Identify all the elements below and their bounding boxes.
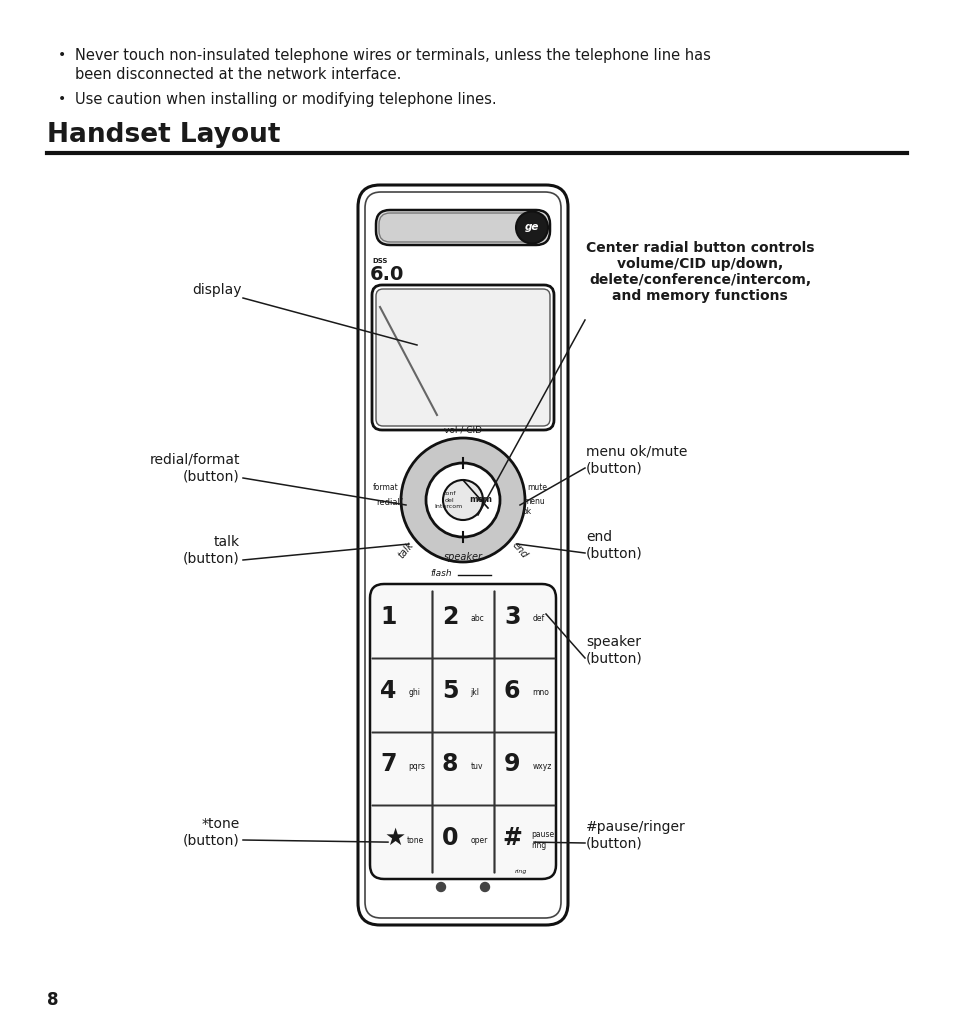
Text: pause
ring: pause ring <box>531 830 554 850</box>
Text: 6: 6 <box>503 679 520 702</box>
Text: redial/: redial/ <box>375 497 402 506</box>
Text: conf
del
Intercom: conf del Intercom <box>435 491 462 508</box>
Text: mem: mem <box>469 495 492 504</box>
Circle shape <box>426 463 499 537</box>
Text: flash: flash <box>430 570 452 578</box>
Text: ★: ★ <box>384 826 405 850</box>
Text: 3: 3 <box>503 605 520 629</box>
Text: 9: 9 <box>503 752 520 776</box>
Text: 8: 8 <box>441 752 458 776</box>
Text: 7: 7 <box>379 752 396 776</box>
Circle shape <box>480 883 489 892</box>
Text: def: def <box>532 614 544 623</box>
FancyBboxPatch shape <box>378 213 546 242</box>
Text: Never touch non-insulated telephone wires or terminals, unless the telephone lin: Never touch non-insulated telephone wire… <box>75 48 710 63</box>
Text: abc: abc <box>470 614 484 623</box>
Text: end: end <box>510 540 529 561</box>
FancyBboxPatch shape <box>370 584 556 879</box>
FancyBboxPatch shape <box>357 184 567 925</box>
FancyBboxPatch shape <box>372 285 554 430</box>
Text: been disconnected at the network interface.: been disconnected at the network interfa… <box>75 67 401 82</box>
Text: speaker: speaker <box>443 552 482 562</box>
Text: •: • <box>58 92 66 106</box>
Text: end
(button): end (button) <box>585 530 642 560</box>
Text: mute: mute <box>526 484 546 492</box>
Text: ring: ring <box>515 868 527 873</box>
Text: pqrs: pqrs <box>408 762 425 771</box>
Text: oper: oper <box>470 835 487 845</box>
Text: redial/format
(button): redial/format (button) <box>150 453 240 483</box>
Text: *tone
(button): *tone (button) <box>183 817 240 847</box>
Text: talk
(button): talk (button) <box>183 535 240 565</box>
Text: wxyz: wxyz <box>532 762 551 771</box>
Text: 5: 5 <box>441 679 458 702</box>
Text: •: • <box>58 48 66 61</box>
Text: tone: tone <box>407 835 424 845</box>
Text: #: # <box>501 826 521 850</box>
Text: ge: ge <box>524 222 538 233</box>
Text: menu ok/mute
(button): menu ok/mute (button) <box>585 445 687 476</box>
FancyBboxPatch shape <box>375 210 550 245</box>
Text: mno: mno <box>532 688 549 697</box>
Text: speaker
(button): speaker (button) <box>585 634 642 665</box>
Text: 4: 4 <box>379 679 395 702</box>
Text: 2: 2 <box>441 605 457 629</box>
Text: display: display <box>193 283 242 297</box>
Circle shape <box>442 480 482 520</box>
Text: Use caution when installing or modifying telephone lines.: Use caution when installing or modifying… <box>75 92 497 107</box>
Text: 6.0: 6.0 <box>370 265 404 284</box>
Text: DSS: DSS <box>372 258 387 264</box>
Text: ok: ok <box>522 507 532 517</box>
Circle shape <box>516 211 547 244</box>
FancyBboxPatch shape <box>375 289 550 426</box>
Text: tuv: tuv <box>470 762 482 771</box>
Text: jkl: jkl <box>470 688 479 697</box>
Text: Center radial button controls
volume/CID up/down,
delete/conference/intercom,
an: Center radial button controls volume/CID… <box>585 241 814 303</box>
Text: #pause/ringer
(button): #pause/ringer (button) <box>585 820 685 850</box>
Text: vol / CID: vol / CID <box>443 425 481 435</box>
Circle shape <box>436 883 445 892</box>
Text: menu: menu <box>522 497 544 506</box>
Text: 0: 0 <box>441 826 458 850</box>
Text: Handset Layout: Handset Layout <box>47 122 280 148</box>
Text: 1: 1 <box>379 605 395 629</box>
Circle shape <box>400 438 524 562</box>
Text: 8: 8 <box>47 991 58 1009</box>
Text: talk: talk <box>395 540 416 561</box>
Text: ghi: ghi <box>408 688 420 697</box>
Text: format: format <box>373 484 398 492</box>
